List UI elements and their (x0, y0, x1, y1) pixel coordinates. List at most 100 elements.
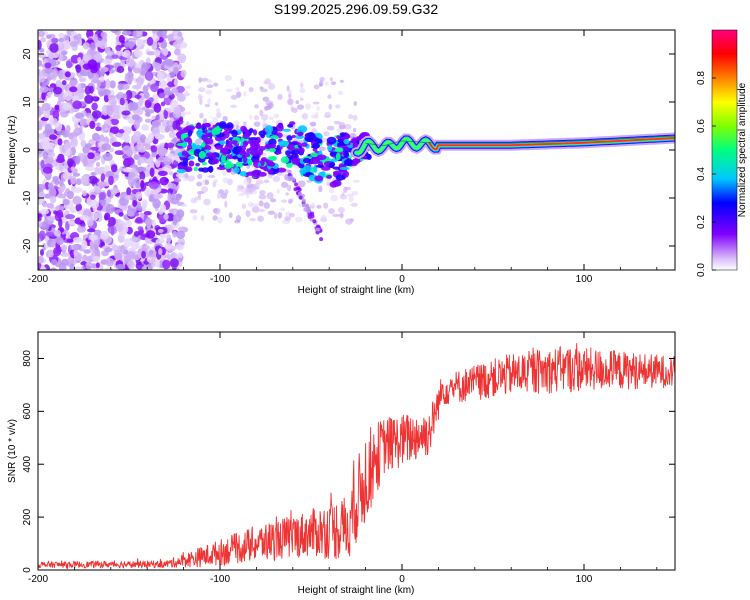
heatmap-speckle (163, 109, 169, 120)
heatmap-speckle (85, 112, 93, 119)
heatmap-speckle (240, 81, 245, 87)
heatmap-speckle (139, 134, 147, 144)
heatmap-speckle (46, 215, 56, 221)
heatmap-band-blob (252, 172, 258, 178)
heatmap-speckle (86, 218, 94, 227)
heatmap-speckle (216, 112, 222, 119)
heatmap-band-blob (336, 135, 341, 140)
heatmap-speckle (335, 104, 341, 109)
heatmap-speckle (102, 58, 113, 65)
chart-title: S199.2025.296.09.59.G32 (274, 1, 438, 17)
heatmap-band-blob (203, 122, 211, 128)
heatmap-speckle (58, 218, 63, 228)
heatmap-speckle (133, 49, 143, 58)
heatmap-speckle (187, 175, 195, 182)
heatmap-speckle (301, 113, 309, 120)
heatmap-speckle (72, 172, 81, 177)
heatmap-speckle (207, 79, 212, 84)
heatmap-speckle (54, 122, 63, 132)
heatmap-band-blob (247, 159, 253, 166)
heatmap-speckle (333, 120, 341, 125)
heatmap-speckle (167, 192, 172, 203)
heatmap-band-blob (327, 145, 333, 152)
heatmap-band-blob (176, 143, 187, 147)
heatmap-speckle (235, 87, 240, 92)
heatmap-ylabel: Frequency (Hz) (7, 116, 18, 185)
heatmap-band-blob (212, 158, 220, 165)
heatmap-speckle (64, 143, 71, 150)
heatmap-speckle (60, 50, 68, 56)
heatmap-speckle (72, 100, 82, 110)
heatmap-speckle (262, 116, 266, 122)
heatmap-speckle (309, 122, 317, 127)
heatmap-speckle (325, 181, 331, 186)
heatmap-band-blob (329, 151, 338, 157)
heatmap-band-blob (210, 154, 217, 159)
heatmap-plot-area (38, 30, 675, 270)
heatmap-speckle (94, 166, 100, 175)
heatmap-speckle (156, 71, 164, 81)
heatmap-band-blob (176, 169, 187, 174)
heatmap-band-blob (286, 162, 293, 168)
heatmap-speckle (148, 181, 159, 190)
heatmap-speckle (258, 194, 267, 200)
heatmap-speckle (191, 198, 198, 204)
snr-x-tick-label: 100 (576, 574, 593, 585)
heatmap-speckle (175, 243, 184, 251)
heatmap-speckle (141, 124, 150, 131)
heatmap-band-blob (182, 158, 189, 165)
heatmap-speckle (141, 203, 147, 212)
heatmap-speckle (76, 83, 82, 93)
colorbar-tick-label: 0.8 (696, 71, 707, 85)
heatmap-band-blob (193, 166, 198, 172)
heatmap-band-blob (205, 137, 214, 145)
heatmap-speckle (169, 71, 176, 79)
heatmap-speckle (122, 145, 132, 155)
heatmap-speckle (196, 181, 203, 187)
heatmap-speckle (70, 244, 76, 251)
heatmap-speckle (102, 152, 113, 162)
heatmap-band-blob (285, 150, 291, 156)
heatmap-speckle (127, 157, 135, 166)
heatmap-speckle (67, 132, 74, 140)
heatmap-speckle (198, 93, 202, 101)
heatmap-band-blob (307, 215, 312, 220)
heatmap-speckle (104, 127, 111, 132)
heatmap-band-blob (354, 157, 361, 164)
heatmap-speckle (245, 192, 250, 199)
heatmap-speckle (339, 124, 347, 130)
heatmap-speckle (288, 198, 293, 204)
heatmap-band-blob (187, 129, 193, 137)
heatmap-speckle (316, 204, 322, 209)
heatmap-band-blob (268, 161, 276, 167)
heatmap-speckle (126, 251, 136, 260)
heatmap-speckle (280, 199, 288, 203)
heatmap-speckle (236, 188, 244, 193)
snr-y-tick-label: 200 (22, 508, 33, 525)
heatmap-speckle (39, 249, 45, 256)
heatmap-speckle (77, 56, 82, 63)
heatmap-speckle (87, 152, 95, 160)
heatmap-ridge-line (365, 135, 675, 147)
heatmap-speckle (207, 174, 216, 178)
heatmap-speckle (243, 91, 247, 97)
heatmap-speckle (137, 226, 144, 231)
heatmap-band-blob (352, 141, 359, 149)
heatmap-speckle (144, 137, 150, 144)
heatmap-speckle (260, 88, 268, 93)
heatmap-y-tick-label: 0 (22, 147, 33, 153)
heatmap-band-blob (233, 166, 240, 174)
heatmap-speckle (38, 124, 43, 131)
heatmap-speckle (245, 210, 251, 218)
heatmap-speckle (159, 176, 169, 186)
heatmap-speckle (273, 113, 280, 119)
heatmap-speckle (130, 239, 140, 250)
snr-y-tick-label: 0 (22, 567, 33, 573)
heatmap-speckle (80, 139, 87, 148)
heatmap-speckle (257, 215, 264, 222)
heatmap-speckle (91, 110, 102, 119)
heatmap-speckle (313, 84, 320, 90)
heatmap-band-blob (310, 157, 321, 165)
heatmap-speckle (68, 220, 76, 226)
heatmap-speckle (112, 114, 121, 120)
